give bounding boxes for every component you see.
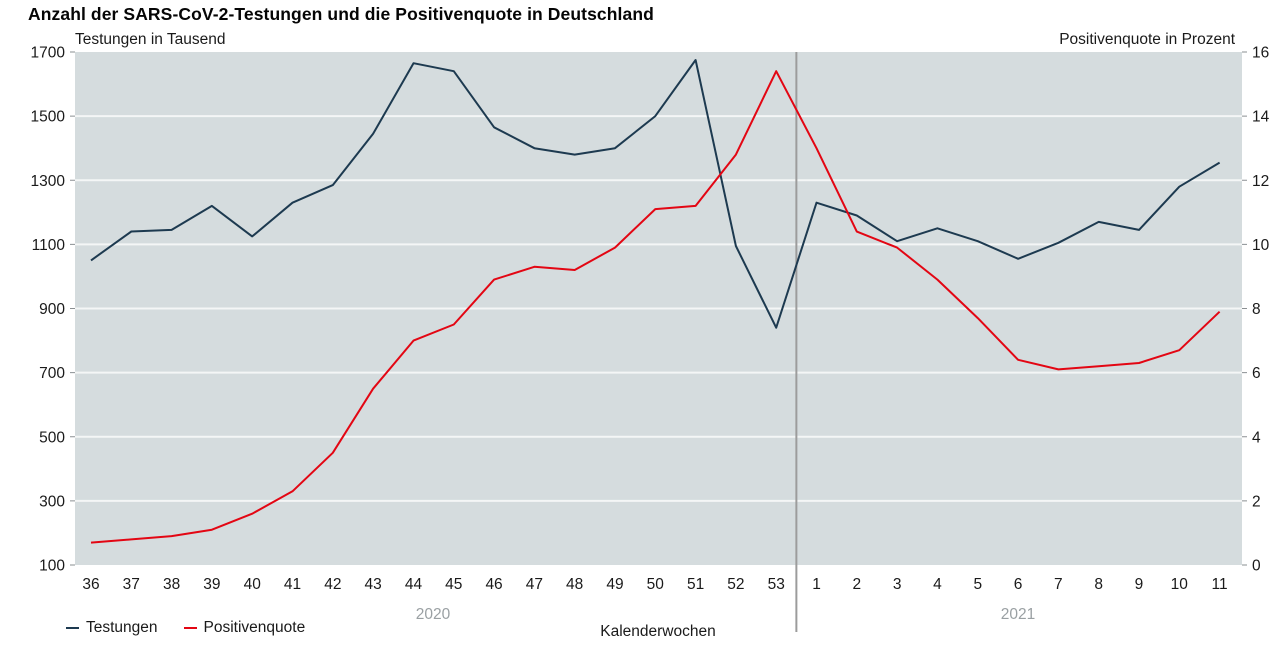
chart-legend: Testungen Positivenquote	[66, 619, 305, 637]
x-tick-label: 51	[687, 576, 704, 593]
x-tick-label: 47	[526, 576, 543, 593]
x-tick-label: 6	[1014, 576, 1023, 593]
legend-label-testungen: Testungen	[86, 619, 158, 636]
x-tick-label: 2	[853, 576, 862, 593]
right-y-tick-label: 8	[1252, 301, 1261, 318]
positivenquote-line-swatch	[183, 626, 197, 630]
year-label-2021: 2021	[1000, 606, 1036, 623]
right-y-tick-label: 10	[1252, 237, 1270, 254]
x-tick-label: 48	[566, 576, 583, 593]
x-tick-label: 46	[485, 576, 502, 593]
x-tick-label: 37	[123, 576, 140, 593]
x-tick-label: 52	[727, 576, 744, 593]
x-tick-label: 44	[405, 576, 423, 593]
right-y-tick-label: 16	[1252, 45, 1269, 62]
x-tick-label: 11	[1212, 576, 1228, 593]
left-y-tick-label: 300	[39, 493, 65, 510]
right-y-tick-label: 2	[1252, 493, 1261, 510]
positivenquote-line	[90, 70, 1221, 544]
right-y-tick-label: 0	[1252, 558, 1261, 575]
left-y-tick-label: 700	[39, 365, 65, 382]
right-y-tick-label: 14	[1252, 109, 1270, 126]
x-tick-label: 40	[244, 576, 262, 593]
x-tick-label: 41	[284, 576, 301, 593]
x-tick-label: 45	[445, 576, 462, 593]
x-tick-label: 4	[933, 576, 942, 593]
x-tick-label: 42	[324, 576, 341, 593]
left-y-tick-label: 1700	[31, 45, 66, 62]
right-axis-title: Positivenquote in Prozent	[1059, 31, 1235, 48]
left-y-tick-label: 500	[39, 429, 65, 446]
right-y-tick-label: 6	[1252, 365, 1261, 382]
x-tick-label: 7	[1054, 576, 1063, 593]
chart-title: Anzahl der SARS-CoV-2-Testungen und die …	[28, 4, 654, 24]
legend-label-positivenquote: Positivenquote	[203, 619, 306, 636]
x-axis-title: Kalenderwochen	[600, 623, 716, 640]
x-tick-label: 39	[203, 576, 220, 593]
legend-item-testungen: Testungen	[66, 619, 158, 637]
x-tick-label: 8	[1094, 576, 1103, 593]
year-label-2020: 2020	[415, 606, 451, 623]
testungen-line	[90, 59, 1221, 329]
left-y-tick-label: 900	[39, 301, 65, 318]
legend-item-positivenquote: Positivenquote	[183, 619, 306, 637]
right-y-tick-label: 4	[1252, 429, 1261, 446]
x-tick-label: 49	[606, 576, 623, 593]
x-tick-label: 10	[1171, 576, 1189, 593]
left-axis-title: Testungen in Tausend	[75, 31, 226, 48]
left-y-tick-label: 1100	[32, 237, 66, 254]
testungen-line-swatch	[66, 626, 79, 630]
x-tick-label: 43	[365, 576, 382, 593]
x-tick-label: 36	[82, 576, 99, 593]
x-tick-label: 50	[647, 576, 665, 593]
x-tick-label: 1	[812, 576, 821, 593]
x-tick-label: 3	[893, 576, 902, 593]
x-tick-label: 5	[973, 576, 982, 593]
x-tick-label: 53	[768, 576, 785, 593]
left-y-tick-label: 1500	[31, 109, 66, 126]
x-tick-label: 9	[1135, 576, 1144, 593]
right-y-tick-label: 12	[1252, 173, 1269, 190]
left-y-tick-label: 100	[39, 558, 65, 575]
x-tick-label: 38	[163, 576, 180, 593]
left-y-tick-label: 1300	[31, 173, 66, 190]
